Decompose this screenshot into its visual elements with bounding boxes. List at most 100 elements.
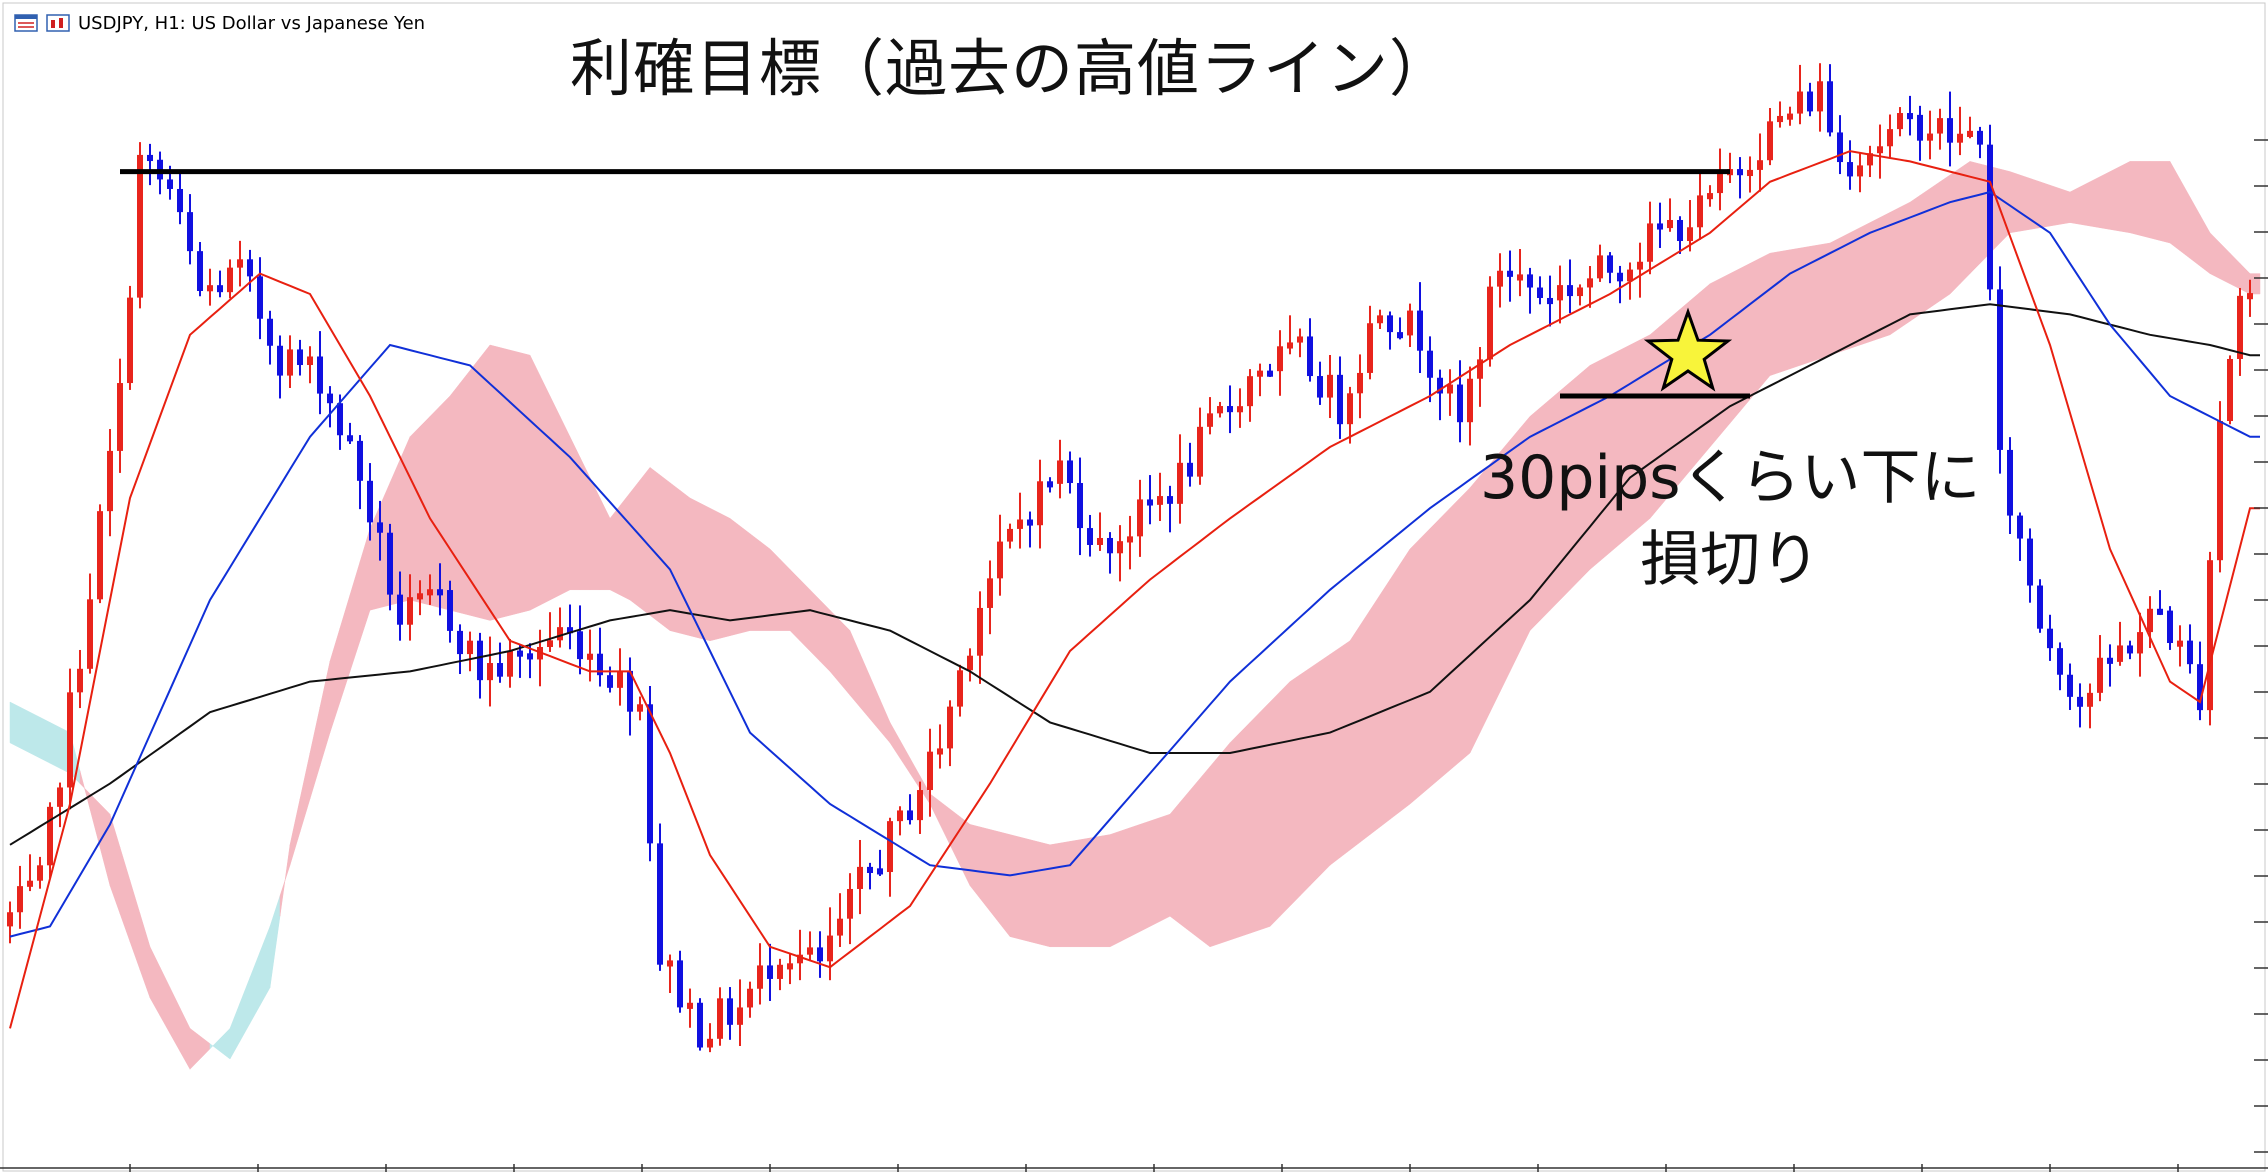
cloud-segment	[1709, 278, 1721, 448]
cloud-segment	[1059, 841, 1071, 948]
candle-body	[227, 267, 233, 293]
cloud-segment	[1439, 507, 1451, 780]
candle-body	[1607, 255, 1613, 273]
cloud-segment	[1199, 765, 1211, 948]
candle-body	[1947, 118, 1953, 143]
candle-body	[2227, 358, 2233, 422]
cloud-segment	[409, 425, 421, 603]
candle-body	[1117, 541, 1123, 554]
cloud-segment	[969, 824, 981, 900]
candle-body	[1887, 129, 1893, 147]
cloud-segment	[1929, 181, 1941, 309]
cloud-segment	[1829, 237, 1841, 356]
candle-body	[197, 251, 203, 291]
candle-body	[727, 998, 733, 1025]
candle-body	[957, 670, 963, 707]
cloud-segment	[1959, 160, 1971, 285]
candle-body	[1507, 270, 1513, 277]
cloud-segment	[1079, 837, 1091, 948]
candle-body	[837, 918, 843, 936]
candle-body	[457, 630, 463, 655]
candle-body	[1697, 195, 1703, 228]
candle-body	[1077, 483, 1083, 529]
candle-body	[587, 653, 593, 660]
candle-body	[1827, 81, 1833, 133]
candle-body	[367, 480, 373, 523]
candle-body	[717, 998, 723, 1039]
cloud-segment	[1779, 249, 1791, 373]
candle-body	[87, 599, 93, 669]
candle-body	[857, 866, 863, 889]
candle-body	[1907, 113, 1913, 120]
candle-body	[1407, 310, 1413, 336]
cloud-segment	[559, 416, 571, 596]
cloud-segment	[1449, 497, 1461, 771]
candle-body	[1157, 496, 1163, 505]
chart-properties-icon[interactable]	[46, 13, 72, 33]
cloud-segment	[1759, 252, 1771, 389]
cloud-segment	[449, 382, 461, 614]
cloud-segment	[1869, 217, 1881, 342]
stop-loss-label: 30pipsくらい下に 損切り	[1480, 437, 1980, 601]
candle-body	[1777, 115, 1783, 123]
cloud-segment	[2009, 171, 2021, 234]
candle-body	[1957, 133, 1963, 143]
candle-body	[487, 663, 493, 681]
candle-body	[2087, 692, 2093, 707]
cloud-segment	[19, 706, 31, 754]
candle-body	[1197, 426, 1203, 477]
candle-body	[967, 655, 973, 671]
cloud-segment	[439, 395, 451, 611]
cloud-segment	[1129, 824, 1141, 938]
candle-body	[1137, 499, 1143, 537]
candle-body	[1187, 462, 1193, 477]
candle-body	[2007, 449, 2013, 516]
candle-body	[1007, 528, 1013, 542]
cloud-segment	[9, 701, 21, 749]
candle-body	[1257, 370, 1263, 377]
candle-body	[607, 675, 613, 688]
candle-body	[1277, 346, 1283, 372]
cloud-segment	[1949, 167, 1961, 295]
candle-body	[1997, 289, 2003, 450]
cloud-segment	[1419, 527, 1431, 797]
candle-body	[2127, 645, 2133, 654]
cloud-segment	[1179, 789, 1191, 933]
chart-window-header: USDJPY, H1: US Dollar vs Japanese Yen	[14, 10, 425, 36]
candle-body	[1377, 315, 1383, 324]
candle-body	[1487, 286, 1493, 360]
candle-body	[2217, 421, 2223, 561]
candle-body	[877, 868, 883, 875]
candle-body	[827, 935, 833, 962]
candle-body	[1317, 376, 1323, 398]
cloud-segment	[1269, 691, 1281, 928]
candle-body	[147, 154, 153, 162]
candle-body	[1037, 481, 1043, 526]
cloud-segment	[39, 716, 51, 764]
cloud-segment	[1039, 841, 1051, 948]
candle-body	[1207, 413, 1213, 427]
candle-body	[2097, 657, 2103, 693]
candle-body	[1467, 378, 1473, 423]
candle-body	[687, 1002, 693, 1009]
candle-body	[1247, 376, 1253, 407]
cloud-segment	[609, 504, 621, 596]
cloud-segment	[1749, 257, 1761, 401]
candle-body	[1567, 285, 1573, 297]
cloud-segment	[1459, 487, 1471, 763]
cloud-segment	[1089, 836, 1101, 948]
candle-body	[1357, 372, 1363, 394]
cloud-segment	[779, 558, 791, 631]
cloud-segment	[1299, 667, 1311, 897]
candle-body	[1167, 496, 1173, 504]
candle-body	[1647, 223, 1653, 262]
chart-list-icon[interactable]	[14, 13, 40, 33]
cloud-segment	[509, 349, 521, 616]
candle-body	[867, 866, 873, 874]
candle-body	[1237, 406, 1243, 413]
cloud-segment	[1279, 680, 1291, 917]
cloud-segment	[2079, 181, 2091, 227]
cloud-segment	[529, 355, 541, 611]
cloud-segment	[709, 507, 721, 642]
cloud-segment	[999, 831, 1011, 938]
